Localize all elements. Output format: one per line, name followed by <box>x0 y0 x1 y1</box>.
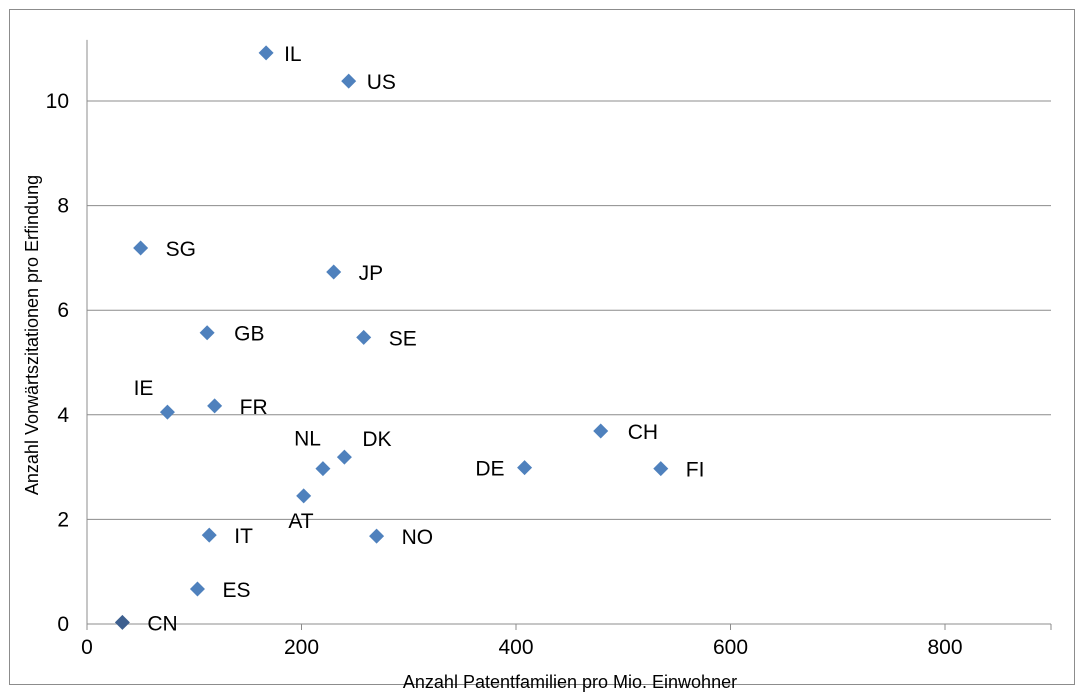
point-label-dk: DK <box>362 428 391 451</box>
point-label-sg: SG <box>166 238 196 261</box>
data-point-es <box>189 581 205 597</box>
y-tick-label: 2 <box>57 508 69 531</box>
data-point-nl <box>315 461 331 477</box>
point-label-il: IL <box>284 43 302 66</box>
point-label-cn: CN <box>147 612 177 635</box>
y-tick-label: 0 <box>57 613 69 636</box>
point-label-gb: GB <box>234 323 264 346</box>
x-axis-title: Anzahl Patentfamilien pro Mio. Einwohner <box>403 672 737 692</box>
data-point-de <box>517 460 533 476</box>
data-point-jp <box>326 264 342 280</box>
data-point-no <box>369 528 385 544</box>
data-point-ch <box>593 423 609 439</box>
data-point-it <box>201 527 217 543</box>
y-tick-label: 4 <box>57 404 69 427</box>
x-tick-label: 200 <box>284 636 319 659</box>
data-point-at <box>296 488 312 504</box>
point-label-fi: FI <box>686 459 705 482</box>
data-point-fr <box>207 398 223 414</box>
tick-labels: 0 2 4 6 8 10 0 200 400 600 800 <box>46 90 963 659</box>
y-tick-label: 6 <box>57 299 69 322</box>
y-tick-label: 10 <box>46 90 69 113</box>
point-label-jp: JP <box>359 262 384 285</box>
point-labels: IL US SG JP GB SE IE FR CH NL DK DE FI AT IT NO ES CN <box>134 43 705 636</box>
data-point-dk <box>336 449 352 465</box>
data-point-fi <box>653 461 669 477</box>
point-label-de: DE <box>475 458 504 481</box>
point-label-es: ES <box>222 579 250 602</box>
point-label-fr: FR <box>240 396 268 419</box>
y-axis-title: Anzahl Vorwärtszitationen pro Erfindung <box>22 175 42 495</box>
data-point-sg <box>133 240 149 256</box>
point-label-ch: CH <box>628 421 658 444</box>
data-point-se <box>356 329 372 345</box>
axes <box>86 39 1052 630</box>
data-point-us <box>341 73 357 89</box>
x-tick-label: 600 <box>713 636 748 659</box>
gridlines <box>87 100 1051 520</box>
x-tick-label: 800 <box>927 636 962 659</box>
point-label-no: NO <box>402 526 434 549</box>
data-point-cn <box>114 614 130 630</box>
x-tick-label: 400 <box>498 636 533 659</box>
point-label-at: AT <box>288 510 313 533</box>
data-points <box>114 45 669 630</box>
data-point-ie <box>159 404 175 420</box>
y-tick-label: 8 <box>57 195 69 218</box>
data-point-gb <box>199 325 215 341</box>
point-label-ie: IE <box>134 377 154 400</box>
point-label-it: IT <box>234 525 253 548</box>
point-label-us: US <box>367 71 396 94</box>
x-tick-label: 0 <box>81 636 93 659</box>
data-point-il <box>258 45 274 61</box>
point-label-nl: NL <box>294 428 321 451</box>
point-label-se: SE <box>389 327 417 350</box>
chart-frame <box>9 9 1075 685</box>
